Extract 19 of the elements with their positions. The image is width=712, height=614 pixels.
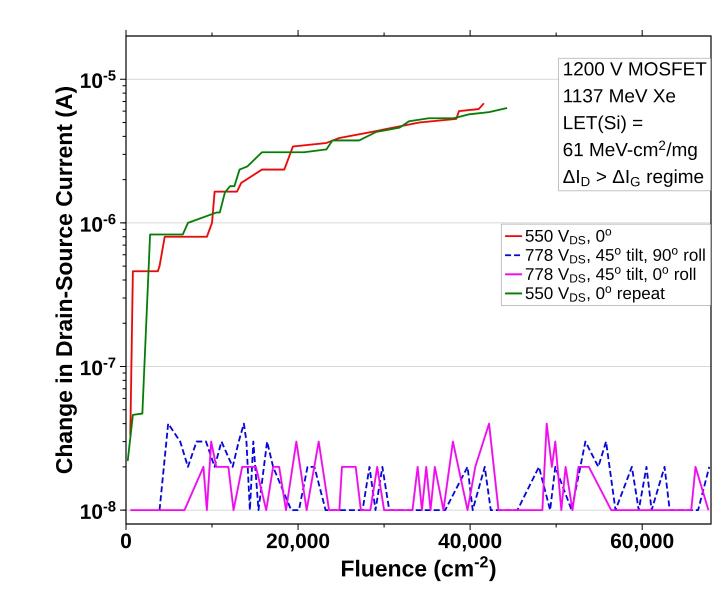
legend-label: 778 V$_{DS}$, 45$^{o}$ tilt, 90$^{o}$ roll — [526, 248, 705, 264]
legend-label: 550 V$_{DS}$, 0$^{o}$ — [526, 229, 612, 244]
annotation: 1200 V MOSFET — [564, 62, 706, 76]
annotation: ΔI$_{D}$ > ΔI$_{G}$ regime — [563, 169, 704, 187]
legend-label: 778 V$_{DS}$, 45$^{o}$ tilt, 0$^{o}$ roll — [526, 267, 696, 283]
y-tick-label: 10$^{-6}$ — [81, 214, 116, 232]
x-axis-title: Fluence (cm$^{-2}$) — [342, 556, 496, 582]
legend-label: 550 V$_{DS}$, 0$^{o}$ repeat — [526, 286, 665, 303]
annotation: 1137 MeV Xe — [564, 89, 676, 102]
y-axis-title: Change in Drain-Source Current (A) — [55, 87, 77, 474]
y-tick-label: 10$^{-5}$ — [81, 70, 116, 88]
y-tick-label: 10$^{-8}$ — [81, 501, 116, 520]
x-tick-label: 0 — [121, 533, 131, 548]
annotation: 61 MeV-cm$^{2}$/mg — [564, 140, 697, 160]
annotation: LET(Si) = — [564, 115, 642, 134]
y-tick-label: 10$^{-7}$ — [81, 358, 116, 376]
x-tick-label: 40,000 — [438, 533, 502, 552]
x-tick-label: 20,000 — [266, 533, 330, 552]
x-tick-label: 60,000 — [610, 533, 674, 552]
